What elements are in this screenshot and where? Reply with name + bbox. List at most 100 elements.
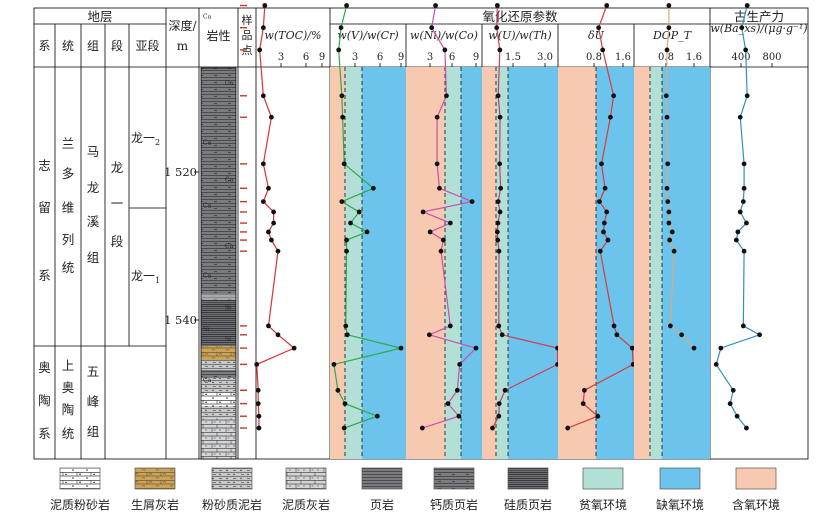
data-point [496, 413, 502, 419]
depth-unit: m [177, 39, 189, 53]
tick-label: 1.6 [615, 52, 631, 63]
series-title: w(U)/w(Th) [488, 29, 551, 42]
formation-upper-3: 溪 [87, 214, 100, 229]
data-point [664, 114, 670, 120]
tick-label: 1.6 [686, 52, 702, 63]
lith-mark: Ca [203, 273, 212, 280]
legend-label: 粉砂质泥岩 [202, 497, 262, 512]
data-point [744, 425, 749, 431]
data-point [255, 387, 261, 393]
data-point [666, 220, 672, 226]
data-point [497, 114, 503, 120]
data-point [664, 185, 670, 191]
chart-panels: w(TOC)/%3 6 9w(V)/w(Cr)3 6 9w(Ni)/w(Co)3 6 9w(… [240, 3, 808, 459]
data-point [665, 199, 671, 205]
legend-swatch [433, 467, 475, 490]
data-point [344, 248, 349, 254]
data-point [426, 332, 432, 338]
data-point [601, 229, 606, 235]
member-upper-2: 一 [111, 196, 124, 211]
data-point [266, 229, 271, 235]
depth-header: 深度/ [168, 18, 197, 33]
data-point [260, 161, 266, 167]
data-point [434, 114, 440, 120]
data-point [604, 3, 610, 8]
data-point [679, 332, 685, 338]
data-point [271, 220, 276, 226]
data-point [757, 332, 762, 338]
tick-label: 0.8 [658, 52, 674, 63]
data-point [666, 3, 672, 8]
data-point [666, 25, 672, 31]
system-upper-3: 系 [38, 268, 51, 283]
submember-header: 亚段 [135, 38, 159, 53]
series-upper-2: 多 [62, 166, 75, 181]
data-point [718, 345, 724, 351]
legend-item: 粉砂质泥岩 [202, 467, 262, 512]
data-point [427, 229, 433, 235]
environment-band [345, 67, 362, 459]
series-upper-3: 维 [62, 200, 75, 215]
data-point [454, 387, 460, 393]
data-point [691, 345, 697, 351]
data-point [597, 248, 603, 254]
stratigraphy-columns: 志 留 系 兰 多 维 列 统 马 龙 溪 组 龙 一 段 龙一2 龙一1 奥 … [38, 131, 199, 441]
legend-label: 页岩 [370, 497, 394, 512]
silty-mudstone-layer-2 [201, 378, 236, 392]
environment-band [596, 67, 634, 459]
legend-swatch [735, 467, 777, 490]
series-upper-4: 列 [62, 232, 75, 247]
member-upper-3: 段 [111, 234, 124, 249]
legend-item: 生屑灰岩 [131, 467, 179, 512]
tick-label: 6 [303, 52, 309, 63]
calcareous-shale-layer [201, 68, 236, 320]
legend-swatch [59, 467, 101, 490]
environment-band [508, 67, 558, 459]
data-point [341, 425, 347, 431]
series-title: w(TOC)/% [265, 29, 322, 42]
silty-mudstone-layer-3 [201, 406, 236, 418]
system-lower-2: 陶 [38, 393, 51, 408]
environment-band [634, 67, 650, 459]
lith-mark: Ca [203, 202, 212, 209]
data-point [744, 93, 750, 99]
lithology-header: 岩性 [206, 28, 230, 43]
data-point [336, 47, 342, 53]
series-upper-1: 兰 [62, 136, 75, 151]
environment-band [406, 67, 445, 459]
data-point [344, 237, 349, 243]
data-point [497, 161, 503, 167]
legend: 泥质粉砂岩 生屑灰岩 粉砂质泥岩 泥质灰岩 页岩 钙质页岩 硅质页岩 贫氧环境 缺氧环境 含氧环境 [50, 467, 780, 512]
legend-label: 含氧环境 [732, 497, 780, 512]
data-point [744, 3, 750, 8]
data-point [665, 161, 671, 167]
lith-mark: Ca [203, 139, 212, 146]
data-point [275, 332, 281, 338]
data-point [734, 413, 740, 419]
series-lower-2: 奥 [62, 380, 75, 395]
data-point [495, 93, 501, 99]
formation-lower-1: 五 [87, 364, 100, 379]
data-point [473, 345, 479, 351]
data-point [398, 345, 404, 351]
legend-item: 硅质页岩 [504, 467, 552, 512]
submember-upper: 龙一2 [131, 131, 160, 147]
environment-band [662, 67, 710, 459]
system-upper-2: 留 [38, 200, 51, 215]
legend-swatch [659, 467, 701, 490]
formation-lower-2: 峰 [87, 394, 100, 409]
formation-upper-4: 组 [87, 250, 100, 265]
stratum-header: 地层 [87, 9, 112, 24]
environment-band [362, 67, 406, 459]
data-point [495, 220, 501, 226]
data-point [740, 199, 746, 205]
data-point [497, 47, 503, 53]
data-point [611, 93, 617, 99]
data-point [602, 185, 608, 191]
data-point [457, 362, 463, 367]
formation-lower-3: 组 [87, 424, 100, 439]
data-point [343, 323, 349, 329]
tick-label: 9 [398, 52, 404, 63]
series-title: DOP_T [652, 29, 693, 42]
data-point [741, 248, 747, 254]
